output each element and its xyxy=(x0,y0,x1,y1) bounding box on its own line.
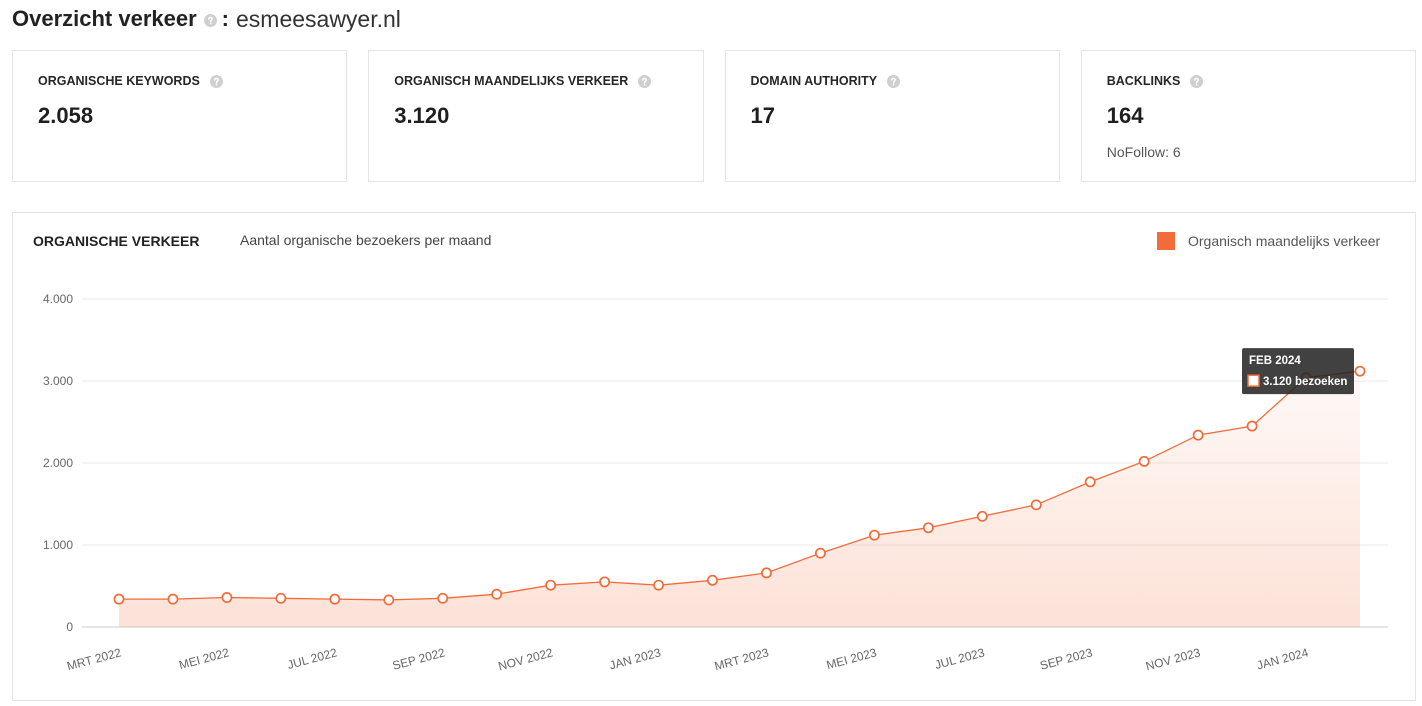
stat-value: 17 xyxy=(750,103,775,128)
chart-subtitle: Aantal organische bezoekers per maand xyxy=(240,232,492,248)
data-point[interactable] xyxy=(1030,499,1042,511)
stat-card-organic-keywords: ORGANISCHE KEYWORDS 2.058 xyxy=(12,50,348,182)
data-point[interactable] xyxy=(761,567,772,579)
data-point[interactable] xyxy=(113,593,125,605)
organic-traffic-panel: ORGANISCHE VERKEER Aantal organische bez… xyxy=(12,212,1416,701)
x-tick-label: NOV 2022 xyxy=(497,645,555,673)
tooltip-value: 3.120 bezoeken xyxy=(1263,376,1347,388)
data-point[interactable] xyxy=(167,593,179,605)
data-point[interactable] xyxy=(1138,455,1150,467)
x-tick-label: MRT 2022 xyxy=(65,645,123,673)
x-axis: MRT 2022 MEI 2022 JUL 2022 SEP 2022 NOV 2022… xyxy=(65,645,1310,673)
question-circle-icon[interactable] xyxy=(209,74,223,88)
data-point[interactable] xyxy=(653,579,665,591)
data-point[interactable] xyxy=(922,522,934,534)
page-title: Overzicht verkeer xyxy=(12,6,197,31)
question-circle-icon[interactable] xyxy=(887,74,901,88)
stat-label: ORGANISCH MAANDELIJKS VERKEER xyxy=(394,74,629,88)
legend-label: Organisch maandelijks verkeer xyxy=(1188,233,1381,249)
data-point[interactable] xyxy=(1246,420,1258,432)
x-tick-label: JUL 2023 xyxy=(933,645,986,672)
tooltip-background xyxy=(1242,348,1354,395)
data-point[interactable] xyxy=(437,592,449,604)
chart-title: ORGANISCHE VERKEER xyxy=(33,233,200,249)
data-point[interactable] xyxy=(1354,365,1366,377)
x-tick-label: MEI 2023 xyxy=(825,645,879,672)
data-point[interactable] xyxy=(868,529,880,541)
stat-card-domain-authority: DOMAIN AUTHORITY 17 xyxy=(724,50,1060,182)
data-point[interactable] xyxy=(275,592,287,604)
x-tick-label: NOV 2023 xyxy=(1144,645,1202,673)
stat-cards: ORGANISCHE KEYWORDS 2.058 ORGANISCH MAAN… xyxy=(12,50,1416,182)
stat-card-header: ORGANISCHE KEYWORDS xyxy=(38,73,326,89)
data-point[interactable] xyxy=(1192,429,1204,441)
nofollow-count: NoFollow: 6 xyxy=(1106,144,1181,160)
data-point[interactable] xyxy=(491,588,503,600)
x-tick-label: JAN 2024 xyxy=(1255,645,1310,672)
stat-label: BACKLINKS xyxy=(1106,74,1181,88)
stat-value: 164 xyxy=(1106,103,1144,128)
stat-card-header: BACKLINKS xyxy=(1107,73,1395,89)
data-point[interactable] xyxy=(599,576,611,588)
x-tick-label: MEI 2022 xyxy=(177,645,231,672)
data-point[interactable] xyxy=(814,547,826,559)
stat-label: ORGANISCHE KEYWORDS xyxy=(38,74,200,88)
x-tick-label: SEP 2022 xyxy=(391,645,447,673)
chart-tooltip: FEB 2024 3.120 bezoeken xyxy=(1242,348,1354,395)
data-point[interactable] xyxy=(976,510,988,522)
x-tick-label: JAN 2023 xyxy=(608,645,663,672)
x-tick-label: SEP 2023 xyxy=(1038,645,1094,673)
y-tick-label: 0 xyxy=(66,620,73,634)
stat-label: DOMAIN AUTHORITY xyxy=(750,74,878,88)
data-point[interactable] xyxy=(707,574,718,586)
tooltip-series-marker xyxy=(1247,374,1260,387)
tooltip-title: FEB 2024 xyxy=(1249,355,1301,367)
y-tick-label: 2.000 xyxy=(43,456,73,470)
traffic-chart: 0 1.000 2.000 3.000 4.000 MRT 2022 MEI 2022 JU… xyxy=(43,292,1388,673)
x-tick-label: MRT 2023 xyxy=(713,645,771,673)
data-point[interactable] xyxy=(545,579,557,591)
data-point[interactable] xyxy=(383,594,395,606)
y-axis: 0 1.000 2.000 3.000 4.000 xyxy=(43,292,73,634)
stat-card-organic-monthly-traffic: ORGANISCH MAANDELIJKS VERKEER 3.120 xyxy=(368,50,704,182)
question-circle-icon[interactable] xyxy=(638,74,652,88)
y-tick-label: 1.000 xyxy=(43,538,73,552)
stat-value: 2.058 xyxy=(38,103,94,128)
domain-name: esmeesawyer.nl xyxy=(236,6,401,32)
title-separator: : xyxy=(221,6,229,31)
series-line xyxy=(119,370,1361,601)
y-tick-label: 4.000 xyxy=(43,292,73,306)
legend-swatch xyxy=(1157,232,1175,250)
page-header: Overzicht verkeer : esmeesawyer.nl xyxy=(12,4,401,34)
stat-card-header: ORGANISCH MAANDELIJKS VERKEER xyxy=(394,73,682,89)
data-point[interactable] xyxy=(1084,476,1096,488)
x-tick-label: JUL 2022 xyxy=(286,645,339,672)
series-area xyxy=(119,371,1360,627)
question-circle-icon[interactable] xyxy=(203,14,217,27)
data-point[interactable] xyxy=(221,592,233,603)
stat-value: 3.120 xyxy=(394,103,450,128)
question-circle-icon[interactable] xyxy=(1190,74,1204,88)
chart-legend-item[interactable]: Organisch maandelijks verkeer xyxy=(1157,232,1380,250)
data-point[interactable] xyxy=(329,593,341,605)
stat-card-backlinks: BACKLINKS 164 NoFollow: 6 xyxy=(1080,50,1416,182)
y-tick-label: 3.000 xyxy=(43,374,73,388)
stat-card-header: DOMAIN AUTHORITY xyxy=(751,73,1039,89)
